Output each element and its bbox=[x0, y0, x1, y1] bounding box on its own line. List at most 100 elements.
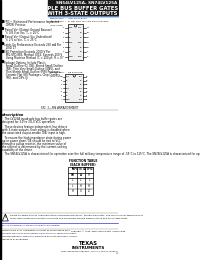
Text: CMOS) Process: CMOS) Process bbox=[4, 23, 25, 27]
Bar bbox=[68, 167, 93, 194]
Text: SN74LV125A ... DB PACKAGE: SN74LV125A ... DB PACKAGE bbox=[50, 72, 82, 73]
Text: testing of all parameters.: testing of all parameters. bbox=[2, 239, 29, 240]
Text: Products conform to specifications per the terms of Texas Instruments: Products conform to specifications per t… bbox=[2, 233, 76, 234]
Text: 4Y: 4Y bbox=[80, 80, 83, 81]
Text: 2Y: 2Y bbox=[66, 95, 68, 96]
Text: ESD Protection Exceeds 2000 V Per: ESD Protection Exceeds 2000 V Per bbox=[4, 50, 50, 54]
Text: 9: 9 bbox=[86, 95, 87, 96]
Text: 1: 1 bbox=[61, 76, 62, 77]
Text: H: H bbox=[88, 184, 90, 188]
Text: 4OE: 4OE bbox=[78, 42, 82, 43]
Text: up or power down, OE should be tied to VCC: up or power down, OE should be tied to V… bbox=[2, 139, 61, 142]
Text: 4: 4 bbox=[63, 42, 64, 43]
Text: (TOP VIEW): (TOP VIEW) bbox=[50, 24, 63, 25]
Text: 6: 6 bbox=[63, 51, 64, 52]
Text: The SN54LV125A is characterized for operation over the full military temperature: The SN54LV125A is characterized for oper… bbox=[2, 153, 200, 157]
Bar bbox=[48, 0, 119, 16]
Text: 13: 13 bbox=[86, 80, 89, 81]
Text: L: L bbox=[88, 178, 90, 182]
Text: (EACH BUFFER): (EACH BUFFER) bbox=[70, 162, 96, 167]
Text: L: L bbox=[72, 178, 73, 182]
Text: 2: 2 bbox=[61, 80, 62, 81]
Text: SN54LV125A, SN74LV125A: SN54LV125A, SN74LV125A bbox=[56, 1, 118, 5]
Text: !: ! bbox=[5, 214, 6, 218]
Text: FUNCTION TABLE: FUNCTION TABLE bbox=[69, 159, 97, 163]
Text: TEXAS: TEXAS bbox=[79, 241, 98, 246]
Text: FIG. 1—PIN ARRANGEMENT: FIG. 1—PIN ARRANGEMENT bbox=[41, 106, 78, 110]
Text: EPIC™ (Enhanced-Performance Implanted: EPIC™ (Enhanced-Performance Implanted bbox=[4, 20, 59, 24]
Text: (TOP VIEW): (TOP VIEW) bbox=[50, 75, 63, 76]
Text: Copyright © 1998, Texas Instruments Incorporated: Copyright © 1998, Texas Instruments Inco… bbox=[71, 230, 126, 232]
Text: 4A: 4A bbox=[80, 84, 83, 85]
Bar bbox=[0, 0, 1, 260]
Text: 3OE: 3OE bbox=[78, 56, 82, 57]
Text: To ensure the high-impedance state during power: To ensure the high-impedance state durin… bbox=[2, 135, 71, 140]
Text: 1A: 1A bbox=[66, 80, 69, 81]
Text: (NS), Thin Very Small-Outline (GNV), and: (NS), Thin Very Small-Outline (GNV), and bbox=[4, 67, 59, 70]
Text: 7: 7 bbox=[63, 56, 64, 57]
Text: OE: OE bbox=[71, 173, 75, 177]
Text: OUTPUT: OUTPUT bbox=[83, 167, 95, 171]
Text: Latch-Up Performance Exceeds 250 mA Per: Latch-Up Performance Exceeds 250 mA Per bbox=[4, 42, 61, 47]
Text: QUADRUPLE BUS BUFFER GATES: QUADRUPLE BUS BUFFER GATES bbox=[22, 5, 118, 10]
Text: 3OE: 3OE bbox=[79, 99, 83, 100]
Text: 1: 1 bbox=[63, 27, 64, 28]
Text: 2: 2 bbox=[63, 32, 64, 33]
Text: 11: 11 bbox=[87, 42, 90, 43]
Text: 2Y: 2Y bbox=[69, 51, 71, 52]
Text: 4: 4 bbox=[61, 88, 62, 89]
Text: MIL-STD-883, Method 3015; Exceeds 200 V: MIL-STD-883, Method 3015; Exceeds 200 V bbox=[4, 53, 62, 57]
Text: 1OE: 1OE bbox=[66, 76, 70, 77]
Text: L: L bbox=[72, 184, 73, 188]
Text: POST OFFICE BOX 655303 • DALLAS, TEXAS 75265: POST OFFICE BOX 655303 • DALLAS, TEXAS 7… bbox=[61, 251, 115, 252]
Text: GND: GND bbox=[66, 99, 71, 100]
Text: 12: 12 bbox=[86, 84, 89, 85]
Text: (FK), and DIPs (J): (FK), and DIPs (J) bbox=[4, 75, 28, 80]
Text: Typical Vᴏᴴ (Output Ground Bounce): Typical Vᴏᴴ (Output Ground Bounce) bbox=[4, 28, 51, 31]
Text: H: H bbox=[80, 184, 82, 188]
Text: 4Y: 4Y bbox=[80, 32, 82, 33]
Text: Y: Y bbox=[88, 173, 90, 177]
Text: < 2 V at Vᴄᴄ, Tₐ = 25°C: < 2 V at Vᴄᴄ, Tₐ = 25°C bbox=[4, 38, 36, 42]
Text: L: L bbox=[80, 178, 82, 182]
Text: Small-Outline (D, DB), Shrink Small-Outline: Small-Outline (D, DB), Shrink Small-Outl… bbox=[4, 63, 63, 68]
Text: These devices feature independent line drivers: These devices feature independent line d… bbox=[2, 125, 67, 129]
Text: 1: 1 bbox=[115, 251, 117, 255]
Text: 9: 9 bbox=[87, 51, 88, 52]
Text: 13: 13 bbox=[87, 32, 90, 33]
Text: 14: 14 bbox=[87, 27, 90, 28]
Text: GND: GND bbox=[69, 56, 74, 57]
Text: 2OE: 2OE bbox=[69, 42, 73, 43]
Text: 10: 10 bbox=[87, 47, 90, 48]
Text: 7: 7 bbox=[61, 99, 62, 100]
Text: X: X bbox=[80, 189, 82, 193]
Text: Thin Shrink Small-Outline (PW) Packages,: Thin Shrink Small-Outline (PW) Packages, bbox=[4, 69, 60, 74]
Text: Ceramic Flat (W) Packages, Chip Carriers: Ceramic Flat (W) Packages, Chip Carriers bbox=[4, 73, 59, 76]
Text: Typical Vᴏᴹ (Output Vᴄᴄ Undershoot): Typical Vᴏᴹ (Output Vᴄᴄ Undershoot) bbox=[4, 35, 52, 39]
Text: 3Y: 3Y bbox=[80, 47, 82, 48]
Text: 8: 8 bbox=[87, 56, 88, 57]
Text: 2OE: 2OE bbox=[66, 88, 70, 89]
Text: VCC: VCC bbox=[79, 76, 83, 77]
Text: 12: 12 bbox=[87, 37, 90, 38]
Text: 2A: 2A bbox=[69, 47, 72, 48]
Text: SN74LV125A ... D, DB, DGV, NS AND PW PACKAGES: SN74LV125A ... D, DB, DGV, NS AND PW PAC… bbox=[50, 21, 108, 22]
Text: 1A: 1A bbox=[69, 32, 72, 33]
Text: 3A: 3A bbox=[79, 51, 82, 53]
Text: SN54LV125A ... J OR W PACKAGE: SN54LV125A ... J OR W PACKAGE bbox=[50, 18, 87, 19]
Text: 3: 3 bbox=[61, 84, 62, 85]
Text: Texas Instruments semiconductor products and disclaimers thereto appears at the : Texas Instruments semiconductor products… bbox=[10, 218, 128, 219]
Text: H: H bbox=[72, 189, 74, 193]
Text: 1Y: 1Y bbox=[66, 84, 68, 85]
Bar bbox=[68, 24, 83, 60]
Text: the associated output-enable (OE) input is high.: the associated output-enable (OE) input … bbox=[2, 131, 66, 135]
Text: 6: 6 bbox=[61, 95, 62, 96]
Text: VCC: VCC bbox=[78, 27, 82, 28]
Text: Z: Z bbox=[88, 189, 90, 193]
Text: designed for 3-V to 3.6-V VCC operation.: designed for 3-V to 3.6-V VCC operation. bbox=[2, 120, 55, 124]
Text: < 0.8 V at Vᴄᴄ, Tₐ = 25°C: < 0.8 V at Vᴄᴄ, Tₐ = 25°C bbox=[4, 30, 39, 35]
Text: 2A: 2A bbox=[66, 91, 69, 93]
Text: WITH 3-STATE OUTPUTS: WITH 3-STATE OUTPUTS bbox=[47, 10, 118, 16]
Text: 4A: 4A bbox=[79, 37, 82, 38]
Text: PRODUCTION DATA information is current as of publication date.: PRODUCTION DATA information is current a… bbox=[2, 230, 70, 231]
